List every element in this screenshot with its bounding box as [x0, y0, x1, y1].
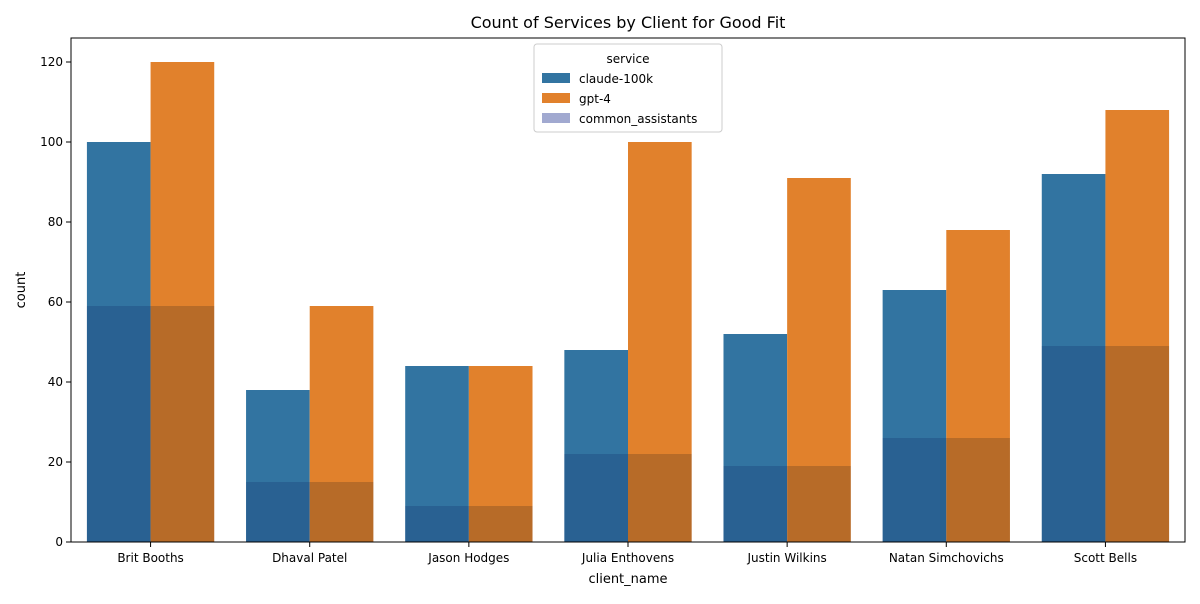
- bar-common-assistants-left-5: [882, 438, 947, 542]
- x-tick-label: Brit Booths: [117, 551, 184, 565]
- bar-common-assistants-left-6: [1041, 346, 1106, 542]
- legend-title: service: [607, 52, 650, 66]
- bar-common-assistants-right-2: [468, 506, 533, 542]
- bar-common-assistants-right-0: [150, 306, 215, 542]
- bar-common-assistants-right-5: [946, 438, 1010, 542]
- x-tick-label: Dhaval Patel: [272, 551, 347, 565]
- bar-common-assistants-left-1: [246, 482, 310, 542]
- plot-frame: [70, 37, 1186, 543]
- x-tick-label: Natan Simchovichs: [889, 551, 1004, 565]
- legend-box: [533, 43, 723, 133]
- y-tick-label: 0: [55, 535, 63, 549]
- x-tick-label: Jason Hodges: [427, 551, 509, 565]
- x-tick-label: Julia Enthovens: [581, 551, 674, 565]
- y-tick-label: 100: [40, 135, 63, 149]
- bar-common-assistants-left-2: [405, 506, 469, 542]
- legend-label-2: common_assistants: [579, 112, 697, 126]
- bar-common-assistants-right-3: [628, 454, 692, 542]
- bar-common-assistants-right-4: [787, 466, 851, 542]
- legend-swatch-1: [542, 93, 570, 103]
- legend-swatch-2: [542, 113, 570, 123]
- x-tick-label: Justin Wilkins: [747, 551, 827, 565]
- bar-common-assistants-left-4: [723, 466, 788, 542]
- y-tick-label: 120: [40, 55, 63, 69]
- legend-swatch-0: [542, 73, 570, 83]
- legend: service claude-100k gpt-4 common_assistants: [533, 43, 723, 133]
- x-axis-label: client_name: [588, 572, 667, 587]
- axes-layer: Brit Booths Dhaval Patel Jason Hodges Julia…: [40, 37, 1186, 565]
- y-axis-label: count: [14, 272, 29, 309]
- y-tick-label: 20: [48, 455, 63, 469]
- legend-label-0: claude-100k: [579, 72, 653, 86]
- y-tick-label: 60: [48, 295, 63, 309]
- chart-title: Count of Services by Client for Good Fit: [471, 13, 786, 32]
- bar-common-assistants-right-1: [309, 482, 374, 542]
- y-tick-label: 80: [48, 215, 63, 229]
- legend-label-1: gpt-4: [579, 92, 611, 106]
- bar-common-assistants-left-0: [86, 306, 151, 542]
- y-tick-label: 40: [48, 375, 63, 389]
- x-tick-label: Scott Bells: [1074, 551, 1137, 565]
- bar-common-assistants-right-6: [1105, 346, 1170, 542]
- bar-common-assistants-left-3: [564, 454, 628, 542]
- common-overlay-layer: [86, 306, 1170, 542]
